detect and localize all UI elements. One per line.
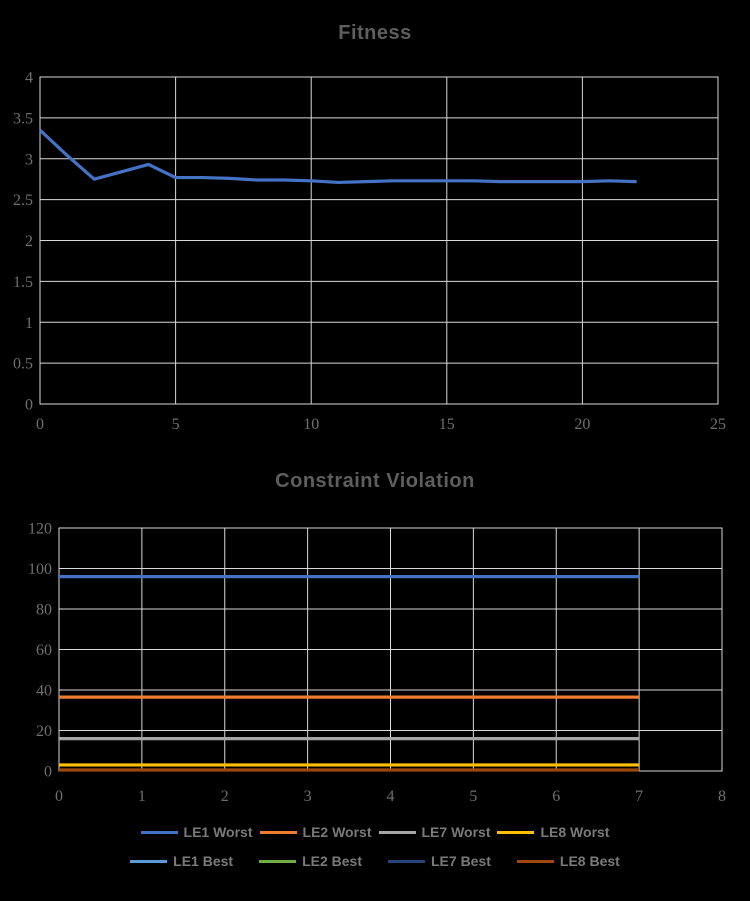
fitness-chart[interactable]: Fitness 0 0.5 1 1.5 2 2.5 3 3.5 4 0 5 10 15 20 25	[0, 0, 750, 450]
legend-label: LE1 Worst	[183, 824, 253, 840]
x-axis-tick-label: 6	[552, 788, 560, 805]
y-axis-tick-label: 2.5	[13, 192, 33, 209]
y-axis-tick-label: 60	[36, 642, 52, 659]
x-axis-tick-label: 7	[635, 788, 643, 805]
legend-label: LE2 Worst	[302, 824, 372, 840]
series-line-fitness	[38, 128, 637, 185]
legend-swatch-icon	[130, 859, 168, 863]
y-axis-tick-label: 4	[25, 70, 33, 87]
legend-label: LE8 Best	[559, 853, 620, 869]
y-axis-tick-label: 20	[36, 723, 52, 740]
x-axis-tick-label: 15	[439, 416, 455, 433]
legend-label: LE8 Worst	[540, 824, 610, 840]
plot-border	[39, 76, 719, 405]
legend-row: LE1 Best LE2 Best LE7 Best LE8 Best	[130, 853, 620, 869]
y-axis-tick-label: 120	[28, 521, 52, 538]
legend-item-le1-best: LE1 Best	[130, 853, 233, 869]
x-axis-tick-label: 25	[710, 416, 726, 433]
plot-svg: 0 0.5 1 1.5 2 2.5 3 3.5 4 0 5 10 15 20 25	[13, 70, 726, 434]
y-axis-tick-label: 40	[36, 683, 52, 700]
legend-swatch-icon	[140, 830, 178, 834]
y-axis-tick-label: 0.5	[13, 356, 33, 373]
legend-item-le8-best: LE8 Best	[516, 853, 620, 869]
x-axis-tick-label: 20	[574, 416, 590, 433]
legend-swatch-icon	[259, 830, 297, 834]
x-axis-tick-label: 5	[172, 416, 180, 433]
x-axis-tick-label: 4	[387, 788, 395, 805]
y-axis-tick-label: 3.5	[13, 110, 33, 127]
constraint-violation-chart-title: Constraint Violation	[275, 470, 475, 492]
chart-legend: LE1 Worst LE2 Worst LE7 Worst LE8 Worst LE1 …	[0, 824, 750, 869]
legend-item-le1-worst: LE1 Worst	[140, 824, 253, 840]
plot-svg: 0 20 40 60 80 100 120 0 1 2 3 4 5 6 7 8	[28, 521, 726, 806]
y-axis-tick-label: 0	[44, 764, 52, 781]
legend-label: LE7 Best	[431, 853, 491, 869]
legend-swatch-icon	[378, 830, 416, 834]
y-axis-tick-label: 100	[28, 561, 52, 578]
y-axis-tick-label: 2	[25, 233, 33, 250]
x-axis-tick-label: 1	[138, 788, 146, 805]
x-axis-tick-label: 2	[221, 788, 229, 805]
legend-swatch-icon	[497, 830, 535, 834]
x-axis-tick-label: 0	[55, 788, 63, 805]
legend-swatch-icon	[259, 859, 297, 863]
fitness-chart-title: Fitness	[338, 22, 412, 44]
y-axis-tick-label: 1	[25, 315, 33, 332]
fitness-plot-area: 0 0.5 1 1.5 2 2.5 3 3.5 4 0 5 10 15 20 25	[0, 0, 750, 450]
x-axis-tick-label: 10	[303, 416, 319, 433]
legend-label: LE2 Best	[302, 853, 362, 869]
legend-label: LE1 Best	[173, 853, 234, 869]
legend-label: LE7 Worst	[421, 824, 491, 840]
legend-item-le2-best: LE2 Best	[259, 853, 362, 869]
x-axis-tick-label: 0	[36, 416, 44, 433]
y-axis-tick-label: 0	[25, 397, 33, 414]
legend-row: LE1 Worst LE2 Worst LE7 Worst LE8 Worst	[140, 824, 609, 840]
legend-item-le8-worst: LE8 Worst	[497, 824, 609, 840]
y-axis-tick-label: 3	[25, 151, 33, 168]
legend-swatch-icon	[516, 859, 554, 863]
legend-item-le7-worst: LE7 Worst	[378, 824, 491, 840]
constraint-violation-chart[interactable]: Constraint Violation 0 20 40 60 80 100 120 0 1 2 3…	[0, 450, 750, 901]
y-axis-tick-label: 80	[36, 602, 52, 619]
legend-item-le2-worst: LE2 Worst	[259, 824, 372, 840]
y-axis-tick-label: 1.5	[13, 274, 33, 291]
constraint-violation-plot-area: 0 20 40 60 80 100 120 0 1 2 3 4 5 6 7 8	[0, 450, 750, 815]
legend-item-le7-best: LE7 Best	[388, 853, 491, 869]
x-axis-tick-label: 8	[718, 788, 726, 805]
legend-swatch-icon	[388, 859, 425, 863]
x-axis-tick-label: 5	[469, 788, 477, 805]
x-axis-tick-label: 3	[304, 788, 312, 805]
